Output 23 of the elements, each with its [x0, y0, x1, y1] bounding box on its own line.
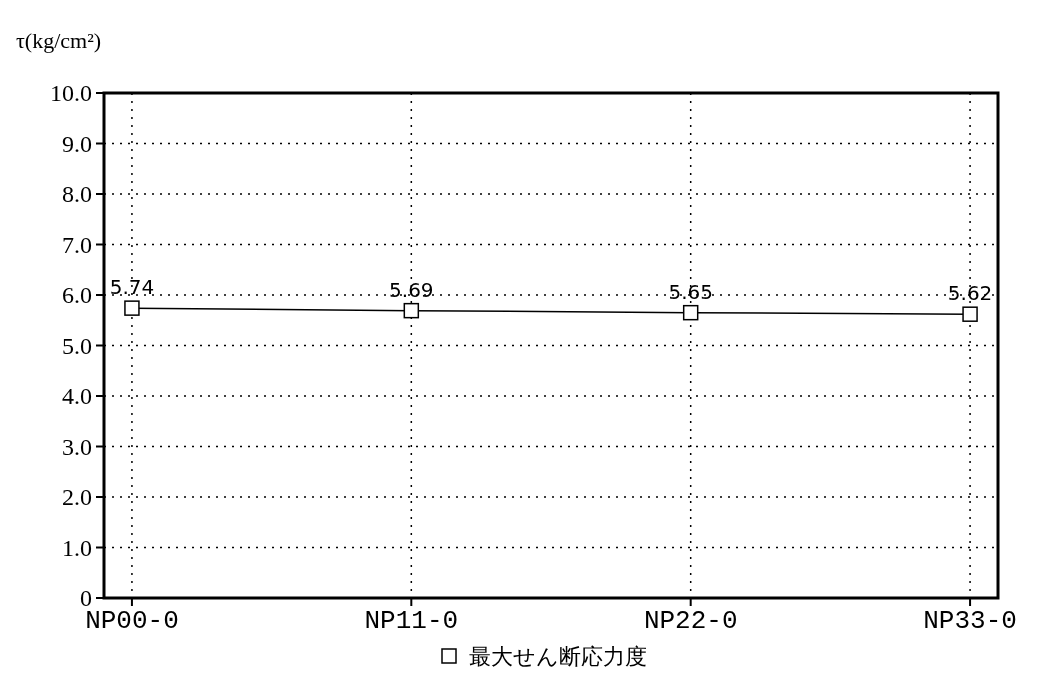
y-tick-label: 8.0: [62, 181, 92, 208]
y-tick-label: 2.0: [62, 484, 92, 511]
data-label: 5.74: [109, 275, 155, 300]
y-axis-title: τ(kg/cm²): [16, 28, 102, 53]
y-tick-label: 7.0: [62, 231, 92, 258]
point: [403, 302, 420, 319]
legend-label: 最大せん断応力度: [469, 643, 647, 669]
y-tick-label: 3.0: [62, 433, 92, 460]
data-label: 5.62: [947, 281, 993, 306]
x-tick-label: NP22-0: [643, 606, 738, 636]
point: [124, 300, 140, 316]
x-tick-label: NP11-0: [364, 606, 459, 636]
point: [962, 306, 978, 322]
x-tick-label: NP33-0: [923, 606, 1017, 636]
y-tick-label: 10.0: [50, 80, 92, 107]
data-label: 5.69: [389, 277, 434, 302]
y-tick-label: 6.0: [62, 282, 92, 309]
point: [682, 304, 699, 321]
y-tick-label: 5.0: [62, 332, 92, 359]
y-tick-label: 4.0: [62, 383, 92, 410]
y-tick-label: 9.0: [62, 130, 92, 157]
y-tick-label: 1.0: [62, 534, 92, 561]
data-label: 5.65: [668, 279, 713, 304]
